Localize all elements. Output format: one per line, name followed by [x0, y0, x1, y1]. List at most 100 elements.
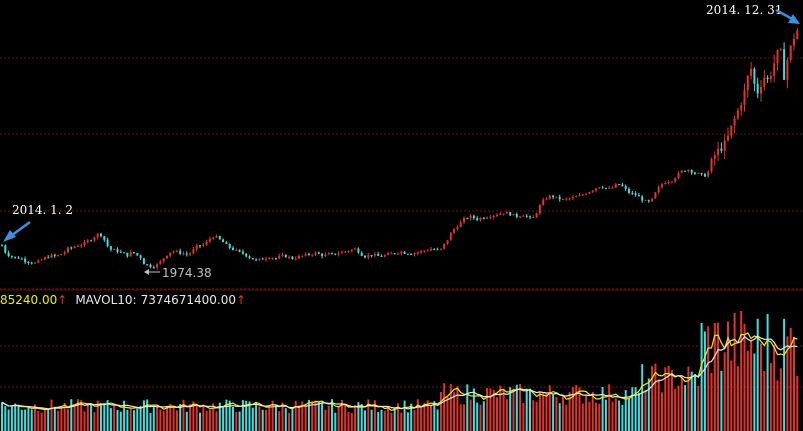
volume-bar [680, 377, 683, 431]
candle-body [360, 252, 363, 256]
candle-body [350, 249, 353, 252]
volume-bar [591, 391, 594, 431]
candle-body [109, 246, 112, 250]
volume-bar [109, 408, 112, 431]
volume-bar [281, 402, 284, 431]
volume-bar [228, 400, 231, 431]
volume-bar [763, 370, 766, 431]
candle-body [241, 251, 244, 254]
grid-lines [0, 57, 803, 388]
candle-body [37, 260, 40, 263]
candle-body [562, 198, 564, 200]
candle-body [182, 253, 185, 255]
volume-bar [449, 384, 452, 431]
volume-bar [571, 387, 574, 431]
volume-bar [324, 409, 327, 431]
volume-bar [185, 411, 188, 431]
candle-body [47, 257, 50, 259]
volume-bar [43, 410, 46, 431]
volume-bar [268, 407, 271, 431]
candle-body [225, 242, 228, 244]
candle-body [258, 258, 261, 260]
candle-body [30, 262, 33, 264]
volume-bar [578, 387, 581, 431]
candle-body [614, 184, 617, 188]
candle-body [298, 256, 300, 259]
candle-body [502, 213, 505, 215]
candle-body [53, 254, 56, 256]
volume-bar [30, 409, 33, 431]
volume-bar [63, 402, 66, 431]
volume-bar [337, 406, 340, 431]
candle-body [86, 240, 89, 243]
candle-body [558, 196, 561, 200]
volume-bar [215, 411, 218, 431]
candle-body [651, 198, 654, 202]
volume-bar [535, 401, 538, 431]
volume-bar [307, 399, 310, 431]
low-value-label: 1974.38 [162, 266, 212, 280]
volume-bar [410, 403, 413, 431]
low-arrow-icon [144, 269, 160, 275]
candle-body [644, 200, 647, 202]
candle-body [96, 233, 99, 238]
candle-body [162, 258, 165, 262]
candle-body [773, 63, 776, 76]
candle-body [202, 244, 205, 246]
candle-body [149, 264, 152, 268]
volume-bar [545, 392, 548, 431]
volume-bar [4, 406, 7, 431]
volume-bar [202, 404, 205, 431]
candle-body [535, 213, 538, 218]
candle-body [585, 193, 588, 195]
candle-body [172, 251, 175, 253]
candle-body [789, 45, 792, 61]
candle-body [397, 253, 399, 255]
volume-bar [446, 395, 449, 431]
volume-bar [57, 410, 60, 431]
candle-body [142, 258, 145, 265]
candle-body [4, 245, 7, 253]
mavol10-label: MAVOL10: [75, 293, 136, 307]
volume-bar [519, 383, 522, 431]
candle-body [245, 253, 248, 257]
volume-bar [614, 398, 617, 431]
mavol10-line [1, 335, 798, 410]
candle-body [199, 245, 201, 247]
candle-body [357, 248, 360, 253]
volume-bar [426, 400, 429, 431]
volume-bar [509, 387, 512, 431]
candle-body [321, 253, 324, 257]
candle-body [40, 259, 43, 261]
volume-bar [271, 400, 274, 431]
candle-body [647, 200, 650, 202]
candle-body [793, 39, 795, 46]
candle-body [479, 218, 482, 220]
volume-bar [568, 392, 571, 431]
volume-bar [618, 400, 621, 431]
candle-body [578, 195, 581, 197]
candle-body [486, 217, 489, 219]
candle-body [73, 246, 76, 248]
volume-bar [205, 411, 208, 431]
volume-bar [786, 336, 789, 431]
candle-body [284, 254, 287, 258]
volume-bar [423, 402, 426, 431]
candle-body [281, 254, 284, 256]
candle-body [459, 222, 462, 228]
volume-bar [611, 401, 614, 431]
volume-bar [364, 410, 366, 431]
volume-bar [100, 403, 102, 431]
candle-body [261, 258, 264, 260]
candle-body [736, 110, 739, 119]
candle-body [17, 257, 20, 259]
volume-bar [96, 400, 99, 431]
candle-body [27, 261, 30, 263]
volume-bar [502, 388, 505, 431]
volume-bar [717, 322, 720, 431]
candle-body [129, 252, 132, 257]
candle-body [565, 198, 568, 200]
volume-bar [1, 402, 3, 431]
volume-bars [1, 310, 799, 431]
